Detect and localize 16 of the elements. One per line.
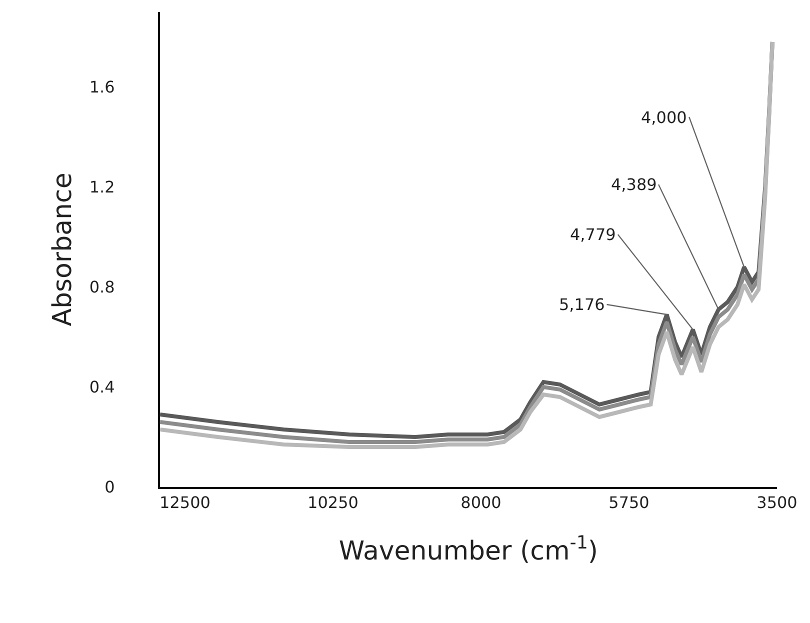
x-axis-title: Wavenumber (cm$^{-1}$) [338, 532, 598, 566]
annotation: 4,000 [641, 108, 687, 127]
x-tick-label: 12500 [160, 493, 210, 512]
y-tick-label: 0.4 [89, 378, 115, 397]
y-axis-title: Absorbance [48, 172, 78, 326]
annotation: 4,779 [570, 225, 616, 244]
x-tick-label: 8000 [460, 493, 502, 512]
y-tick-label: 1.2 [89, 178, 115, 197]
x-tick-label: 5750 [608, 493, 650, 512]
y-tick-label: 1.6 [89, 78, 115, 97]
y-tick-label: 0 [104, 478, 115, 497]
x-tick-label: 3500 [756, 493, 798, 512]
annotation: 4,389 [611, 175, 657, 194]
x-tick-label: 10250 [308, 493, 358, 512]
annotation: 5,176 [559, 295, 605, 314]
y-tick-label: 0.8 [89, 278, 115, 297]
